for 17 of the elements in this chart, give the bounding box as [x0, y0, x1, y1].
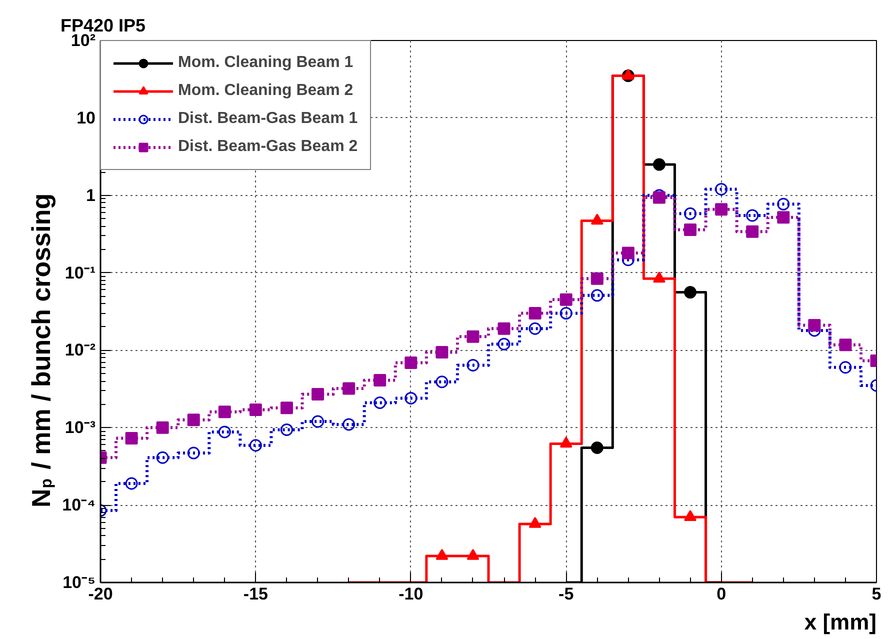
- x-tick-label: -10: [398, 584, 424, 604]
- y-tick-label: 10⁻²: [64, 340, 96, 360]
- legend-label: Mom. Cleaning Beam 2: [178, 82, 354, 100]
- legend-label: Mom. Cleaning Beam 1: [178, 54, 354, 72]
- y-tick-label: 10⁻⁴: [62, 496, 96, 515]
- y-tick-label: 10⁻¹: [64, 263, 96, 282]
- y-tick-label: 10⁻³: [64, 418, 96, 438]
- x-tick-label: -15: [243, 584, 268, 604]
- x-tick-label: 0: [716, 584, 726, 604]
- y-tick-label: 1: [86, 186, 96, 205]
- legend-label: Dist. Beam-Gas Beam 1: [178, 110, 358, 128]
- x-tick-label: -5: [558, 584, 574, 604]
- y-tick-label: 10: [76, 108, 96, 128]
- legend-label: Dist. Beam-Gas Beam 2: [178, 138, 358, 156]
- x-tick-label: 5: [872, 584, 882, 604]
- x-axis-title: x [mm]: [804, 610, 876, 634]
- y-axis-title: Np / mm / bunch crossing: [26, 193, 56, 508]
